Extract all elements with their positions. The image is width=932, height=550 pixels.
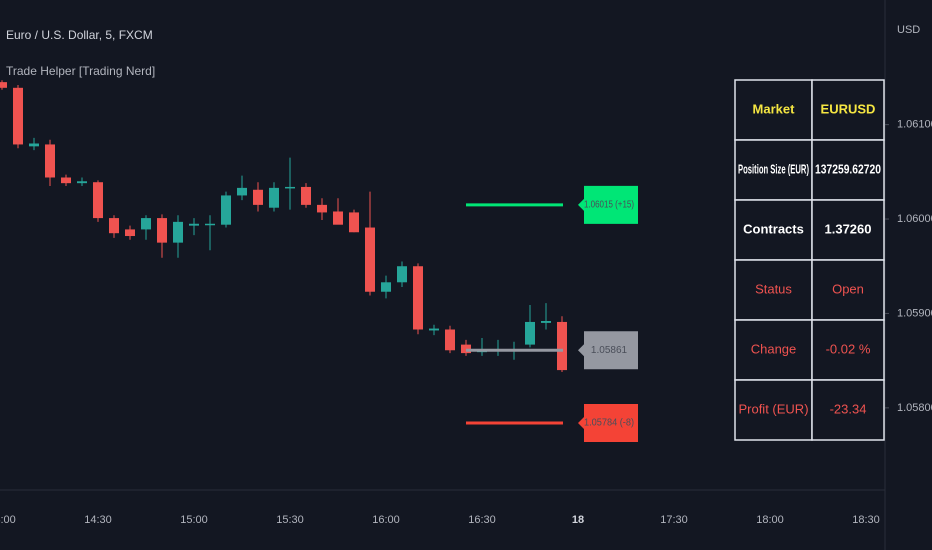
indicator-name: Trade Helper [Trading Nerd] xyxy=(6,64,155,78)
candle-body xyxy=(557,321,567,371)
table-cell-text: Open xyxy=(832,281,864,296)
candle-body xyxy=(189,223,199,226)
table-cell xyxy=(811,139,885,201)
table-cell-text: Change xyxy=(751,341,797,356)
candle-body xyxy=(93,182,103,219)
candle-body xyxy=(525,321,535,345)
table-cell-text: Profit (EUR) xyxy=(738,401,808,416)
x-tick-label: 18:00 xyxy=(756,514,784,526)
candle-body xyxy=(349,212,359,233)
y-tick-label: 1.05900 xyxy=(897,307,932,319)
y-tick-label: 1.05800 xyxy=(897,402,932,414)
candle-body xyxy=(157,218,167,243)
table-cell-text: Position Size (EUR) xyxy=(738,161,809,176)
candle-body xyxy=(445,329,455,351)
x-tick-label: 14:00 xyxy=(0,514,16,526)
level-tag xyxy=(578,403,638,442)
table-cell xyxy=(734,259,813,321)
candle-body xyxy=(541,321,551,323)
candle-body xyxy=(109,218,119,234)
table-cell-text: EURUSD xyxy=(821,101,876,116)
candle-body xyxy=(285,186,295,189)
candle-body xyxy=(237,187,247,196)
table-cell-text: 1.37260 xyxy=(825,221,872,236)
candle-body xyxy=(173,221,183,243)
candle-body xyxy=(301,186,311,205)
table-cell xyxy=(734,319,813,381)
x-tick-label: 17:30 xyxy=(660,514,688,526)
candle-body xyxy=(0,82,7,88)
level-tag xyxy=(578,185,638,224)
table-cell-text: -0.02 % xyxy=(826,341,871,356)
candle-body xyxy=(29,143,39,147)
candle-body xyxy=(205,223,215,226)
candle-body xyxy=(13,87,23,145)
x-tick-label: 15:30 xyxy=(276,514,304,526)
table-cell-text: Contracts xyxy=(743,221,804,236)
candle-body xyxy=(221,195,231,225)
candle-body xyxy=(253,189,263,205)
candle-body xyxy=(269,187,279,208)
candle-body xyxy=(61,177,71,184)
level-label: 1.05784 (-8) xyxy=(584,418,634,429)
chart-title: Euro / U.S. Dollar, 5, FXCM xyxy=(6,28,153,42)
candle-body xyxy=(141,218,151,230)
table-cell xyxy=(734,199,813,261)
x-tick-label: 15:00 xyxy=(180,514,208,526)
candle-body xyxy=(429,328,439,331)
table-cell-text: Status xyxy=(755,281,792,296)
candle-body xyxy=(317,204,327,213)
x-tick-label: 18:30 xyxy=(852,514,880,526)
table-cell xyxy=(811,319,885,381)
table-cell xyxy=(811,259,885,321)
table-cell-text: -23.34 xyxy=(830,401,867,416)
table-cell xyxy=(734,79,813,141)
candle-body xyxy=(413,266,423,330)
y-tick-label: 1.06100 xyxy=(897,119,932,131)
y-axis-label: USD xyxy=(897,24,920,36)
x-tick-label: 14:30 xyxy=(84,514,112,526)
table-cell-text: Market xyxy=(753,101,796,116)
x-tick-label: 16:30 xyxy=(468,514,496,526)
x-tick-label: 16:00 xyxy=(372,514,400,526)
table-cell-text: 137259.62720 xyxy=(815,161,881,176)
y-tick-label: 1.06000 xyxy=(897,213,932,225)
table-cell xyxy=(811,379,885,441)
candle-body xyxy=(365,227,375,292)
level-label: 1.06015 (+15) xyxy=(584,200,634,211)
x-tick-label: 18 xyxy=(572,514,584,526)
table-cell xyxy=(811,199,885,261)
candle-body xyxy=(45,144,55,178)
status-table: Market EURUSD Position Size (EUR) 137259.62… xyxy=(734,79,885,441)
candle-body xyxy=(125,229,135,237)
candle-body xyxy=(397,266,407,283)
candle-body xyxy=(381,282,391,292)
candle-body xyxy=(77,181,87,184)
level-tag xyxy=(578,331,638,370)
level-label: 1.05861 xyxy=(591,345,628,356)
candle-body xyxy=(333,211,343,225)
